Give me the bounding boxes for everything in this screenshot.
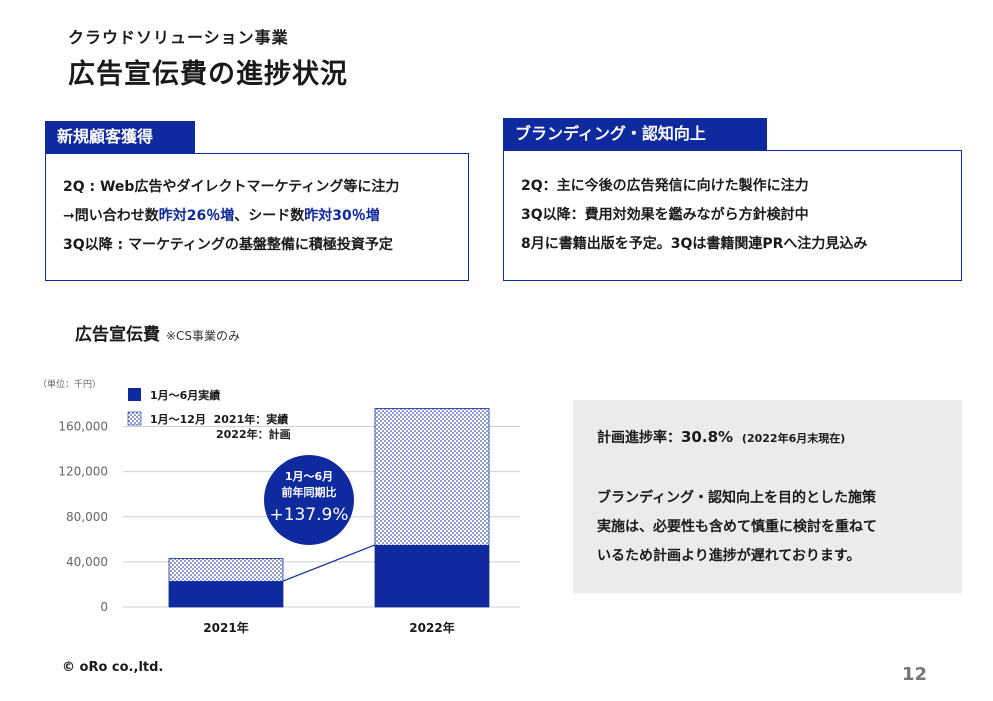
page-number: 12 xyxy=(902,664,928,685)
x-tick-label: 2021年 xyxy=(203,620,248,635)
yoy-callout-circle xyxy=(264,455,354,545)
progress-rate: 計画進捗率：30.8% (2022年6月末現在) xyxy=(597,428,846,446)
new-customer-box: 2Q : Web広告やダイレクトマーケティング等に注力 ➞問い合わせ数昨対26％… xyxy=(45,153,469,281)
legend-swatch-plan xyxy=(127,411,142,426)
branding-line-3: 8月に書籍出版を予定。3Qは書籍関連PRへ注力見込み xyxy=(521,236,868,252)
bar-h1-actual-1 xyxy=(375,544,489,607)
y-tick-label: 120,000 xyxy=(58,465,108,479)
bar-h1-actual-0 xyxy=(169,581,283,607)
branding-line-1: 2Q：主に今後の広告発信に向けた製作に注力 xyxy=(521,178,809,194)
legend-label-plan-1: 1月～12月 2021年：実績 xyxy=(150,412,288,426)
new-customer-tag: 新規顧客獲得 xyxy=(45,121,195,153)
h1-connector-line xyxy=(282,544,376,582)
x-tick-label: 2022年 xyxy=(409,620,454,635)
y-tick-label: 80,000 xyxy=(66,510,108,524)
y-tick-label: 160,000 xyxy=(58,420,108,434)
page-subtitle: クラウドソリューション事業 xyxy=(68,28,289,47)
branding-line-2: 3Q以降：費用対効果を鑑みながら方針検討中 xyxy=(521,207,809,223)
new-customer-line-2: ➞問い合わせ数昨対26％増、シード数昨対30％増 xyxy=(63,208,380,224)
summary-line-1: ブランディング・認知向上を目的とした施策 xyxy=(597,490,877,506)
branding-tag: ブランディング・認知向上 xyxy=(503,118,767,150)
new-customer-line-1: 2Q : Web広告やダイレクトマーケティング等に注力 xyxy=(63,179,400,195)
y-tick-label: 0 xyxy=(100,600,108,614)
chart-unit-label: （単位：千円） xyxy=(38,378,101,390)
page-title: 広告宣伝費の進捗状況 xyxy=(68,59,348,90)
yoy-callout-line-1: 1月～6月 xyxy=(285,470,333,483)
y-tick-label: 40,000 xyxy=(66,555,108,569)
chart-note: ※CS事業のみ xyxy=(166,329,241,343)
legend-label-actual: 1月～6月実績 xyxy=(150,388,220,402)
legend-label-plan-2: 2022年：計画 xyxy=(216,427,291,441)
yoy-callout-value: +137.9% xyxy=(269,505,348,525)
summary-line-2: 実施は、必要性も含めて慎重に検討を重ねて xyxy=(597,519,877,535)
branding-box: 2Q：主に今後の広告発信に向けた製作に注力 3Q以降：費用対効果を鑑みながら方針… xyxy=(503,150,962,281)
yoy-callout-line-2: 前年同期比 xyxy=(282,485,337,499)
summary-line-3: いるため計画より進捗が遅れております。 xyxy=(597,548,861,564)
company-logo: © oRo co.,ltd. xyxy=(62,660,164,675)
new-customer-line-3: 3Q以降 : マーケティングの基盤整備に積極投資予定 xyxy=(63,237,393,253)
chart-title: 広告宣伝費 ※CS事業のみ xyxy=(75,325,241,345)
summary-box: 計画進捗率：30.8% (2022年6月末現在) ブランディング・認知向上を目的… xyxy=(573,400,962,593)
legend-swatch-actual xyxy=(128,388,141,401)
